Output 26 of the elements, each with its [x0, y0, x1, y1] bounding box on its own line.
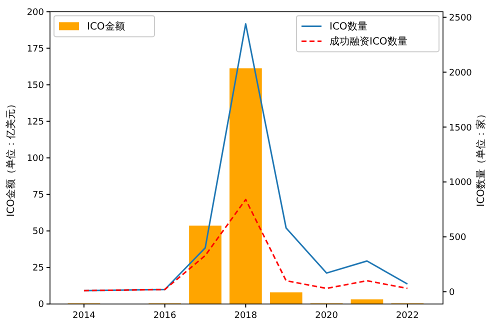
y-tick-label: 125 — [26, 118, 44, 128]
y-tick-label: 150 — [26, 80, 44, 91]
y-tick-label: 200 — [26, 8, 44, 18]
y2-axis-title: ICO数量（单位：家） — [475, 108, 487, 207]
y-tick-label: 75 — [32, 190, 44, 201]
y2-tick-label: 0 — [449, 288, 455, 298]
y2-tick-label: 1500 — [449, 123, 472, 134]
y-axis-title: ICO金额（单位：亿美元） — [5, 98, 17, 217]
legend: ICO金额 — [54, 15, 155, 38]
y-tick-label: 50 — [32, 227, 44, 238]
x-tick-label: 2020 — [315, 311, 338, 321]
y-tick-label: 0 — [38, 300, 44, 310]
y2-tick-label: 500 — [449, 233, 466, 244]
y-tick-label: 25 — [32, 264, 44, 274]
y-tick-label: 100 — [26, 154, 44, 164]
legend-label: ICO金额 — [87, 20, 125, 33]
y-tick-label: 175 — [26, 44, 44, 54]
x-tick-label: 2018 — [234, 311, 258, 321]
legend-label: 成功融资ICO数量 — [330, 36, 408, 48]
y2-tick-label: 2500 — [449, 14, 472, 24]
x-tick-label: 2022 — [396, 311, 419, 321]
x-tick-label: 2016 — [153, 311, 177, 321]
legend-label: ICO数量 — [330, 22, 368, 33]
x-tick-label: 2014 — [72, 311, 96, 321]
y2-tick-label: 1000 — [449, 178, 472, 188]
y2-tick-label: 2000 — [449, 68, 472, 78]
